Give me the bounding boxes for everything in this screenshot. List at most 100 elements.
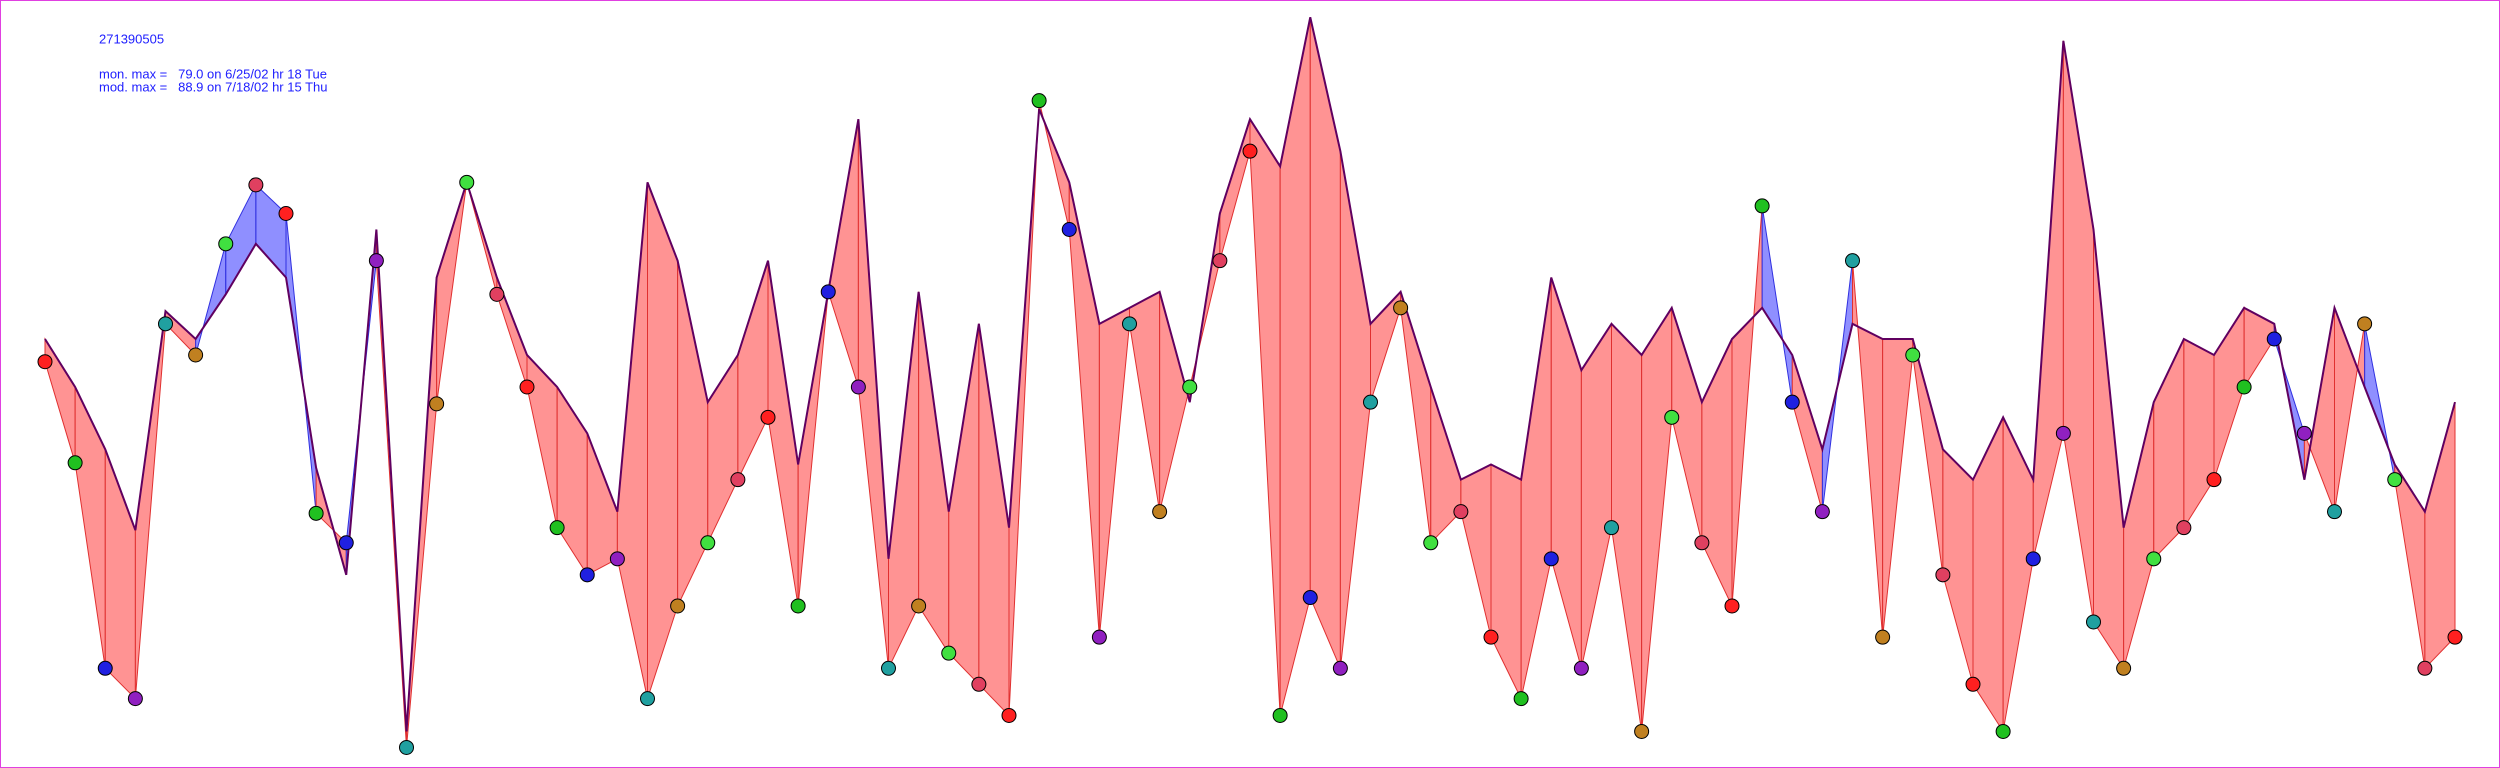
monitor-marker xyxy=(1453,504,1469,520)
difference-band xyxy=(1550,277,1582,669)
difference-band xyxy=(2394,462,2426,669)
difference-band xyxy=(2062,40,2094,623)
monitor-marker xyxy=(1031,93,1047,109)
difference-band xyxy=(978,323,1010,717)
difference-band xyxy=(1580,322,1612,669)
monitor-marker xyxy=(941,645,957,661)
monitor-marker xyxy=(2055,425,2071,441)
monitor-marker xyxy=(37,354,53,370)
monitor-marker xyxy=(1604,520,1619,536)
monitor-marker xyxy=(850,379,866,395)
monitor-marker xyxy=(519,379,535,395)
monitor-marker xyxy=(1001,707,1017,723)
difference-band xyxy=(1701,338,1733,607)
difference-band xyxy=(2183,338,2215,530)
chart-title: 271390505 xyxy=(99,31,164,46)
monitor-marker xyxy=(1122,316,1137,332)
model-line xyxy=(44,17,2456,732)
monitor-marker xyxy=(1995,723,2011,739)
difference-band xyxy=(1490,463,1522,699)
monitor-marker xyxy=(1814,504,1830,520)
difference-band xyxy=(616,182,648,699)
monitor-marker xyxy=(790,598,806,614)
difference-band xyxy=(2123,402,2155,669)
difference-band xyxy=(556,385,588,577)
monitor-marker xyxy=(2447,629,2463,645)
monitor-marker xyxy=(1332,660,1348,676)
monitor-marker xyxy=(1272,707,1288,723)
monitor-marker xyxy=(1724,598,1740,614)
difference-band xyxy=(1159,291,1191,512)
monitor-marker xyxy=(820,284,836,300)
monitor-marker xyxy=(2086,614,2101,630)
difference-band xyxy=(1520,277,1552,699)
difference-band xyxy=(1942,448,1974,685)
difference-band xyxy=(1761,205,1793,403)
monitor-marker xyxy=(1634,723,1650,739)
difference-band xyxy=(436,182,468,404)
monitor-marker xyxy=(158,316,173,332)
difference-band xyxy=(1339,151,1371,669)
monitor-marker xyxy=(2176,520,2192,536)
monitor-marker xyxy=(1845,253,1860,269)
monitor-marker xyxy=(218,236,234,252)
difference-band xyxy=(1671,307,1703,543)
monitor-marker xyxy=(881,660,896,676)
monitor-marker xyxy=(2206,472,2222,488)
monitor-marker xyxy=(429,396,445,412)
monitor-marker xyxy=(248,177,264,193)
difference-band xyxy=(1731,205,1763,607)
monitor-marker xyxy=(399,739,414,755)
monitor-marker xyxy=(1543,551,1559,567)
monitor-marker xyxy=(368,253,384,269)
monitor-marker xyxy=(1483,629,1499,645)
monitor-marker xyxy=(2327,504,2342,520)
difference-band xyxy=(1882,338,1914,638)
monitor-marker xyxy=(127,691,143,707)
difference-band xyxy=(104,449,136,700)
monitor-marker xyxy=(1423,535,1439,551)
difference-band xyxy=(134,311,166,699)
difference-band xyxy=(2243,306,2275,389)
difference-band xyxy=(737,260,769,480)
monitor-marker xyxy=(670,598,686,614)
difference-band xyxy=(1008,100,1040,716)
monitor-marker xyxy=(760,409,776,425)
monitor-marker xyxy=(1965,676,1981,692)
difference-band xyxy=(647,182,679,699)
monitor-marker xyxy=(2417,660,2433,676)
monitor-marker xyxy=(640,691,655,707)
difference-band xyxy=(2424,402,2456,670)
difference-band xyxy=(1912,338,1944,575)
difference-band xyxy=(1279,17,1311,716)
difference-band xyxy=(1641,306,1673,732)
difference-band xyxy=(677,260,709,607)
monitor-marker xyxy=(1784,394,1800,410)
difference-band xyxy=(1400,291,1432,543)
monitor-marker xyxy=(67,455,83,471)
monitor-marker xyxy=(1573,660,1589,676)
monitor-marker xyxy=(1242,143,1258,159)
monitor-marker xyxy=(2357,316,2373,332)
difference-band xyxy=(255,183,287,279)
difference-band xyxy=(1309,17,1341,669)
monitor-marker xyxy=(1182,379,1198,395)
monitor-marker xyxy=(489,286,505,302)
monitor-marker xyxy=(700,535,716,551)
monitor-marker xyxy=(1393,300,1409,316)
difference-band xyxy=(1098,306,1130,638)
monitor-marker xyxy=(308,505,324,521)
difference-band xyxy=(285,213,317,514)
monitor-marker xyxy=(459,174,475,190)
difference-band xyxy=(1219,119,1251,261)
monitor-marker xyxy=(2116,660,2132,676)
monitor-marker xyxy=(2025,551,2041,567)
monitor-marker xyxy=(730,472,746,488)
difference-band xyxy=(707,353,739,544)
monitor-marker xyxy=(2387,472,2403,488)
difference-band xyxy=(857,119,889,669)
monitor-marker xyxy=(549,520,565,536)
monitor-marker xyxy=(2146,551,2162,567)
